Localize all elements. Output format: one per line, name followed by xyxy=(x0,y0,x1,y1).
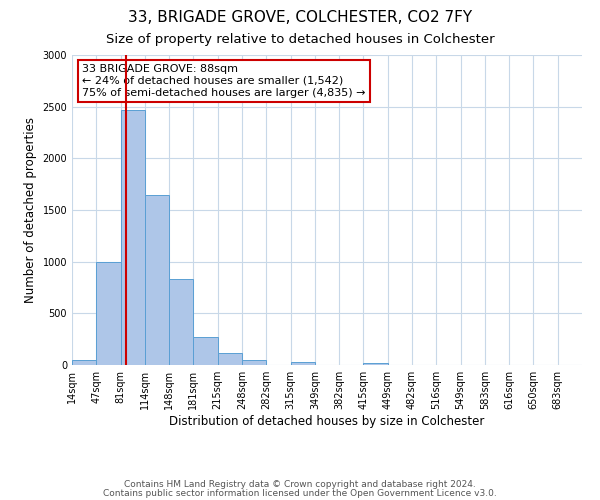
Bar xyxy=(218,352,242,365)
Bar xyxy=(96,262,121,365)
Text: 33 BRIGADE GROVE: 88sqm
← 24% of detached houses are smaller (1,542)
75% of semi: 33 BRIGADE GROVE: 88sqm ← 24% of detache… xyxy=(82,64,366,98)
Bar xyxy=(193,337,218,365)
X-axis label: Distribution of detached houses by size in Colchester: Distribution of detached houses by size … xyxy=(169,415,485,428)
Bar xyxy=(145,194,169,365)
Text: Contains HM Land Registry data © Crown copyright and database right 2024.: Contains HM Land Registry data © Crown c… xyxy=(124,480,476,489)
Text: 33, BRIGADE GROVE, COLCHESTER, CO2 7FY: 33, BRIGADE GROVE, COLCHESTER, CO2 7FY xyxy=(128,10,472,25)
Text: Contains public sector information licensed under the Open Government Licence v3: Contains public sector information licen… xyxy=(103,488,497,498)
Bar xyxy=(121,110,145,365)
Bar xyxy=(72,360,96,365)
Bar xyxy=(290,362,315,365)
Bar xyxy=(169,279,193,365)
Bar xyxy=(242,360,266,365)
Bar xyxy=(364,364,388,365)
Y-axis label: Number of detached properties: Number of detached properties xyxy=(24,117,37,303)
Text: Size of property relative to detached houses in Colchester: Size of property relative to detached ho… xyxy=(106,32,494,46)
